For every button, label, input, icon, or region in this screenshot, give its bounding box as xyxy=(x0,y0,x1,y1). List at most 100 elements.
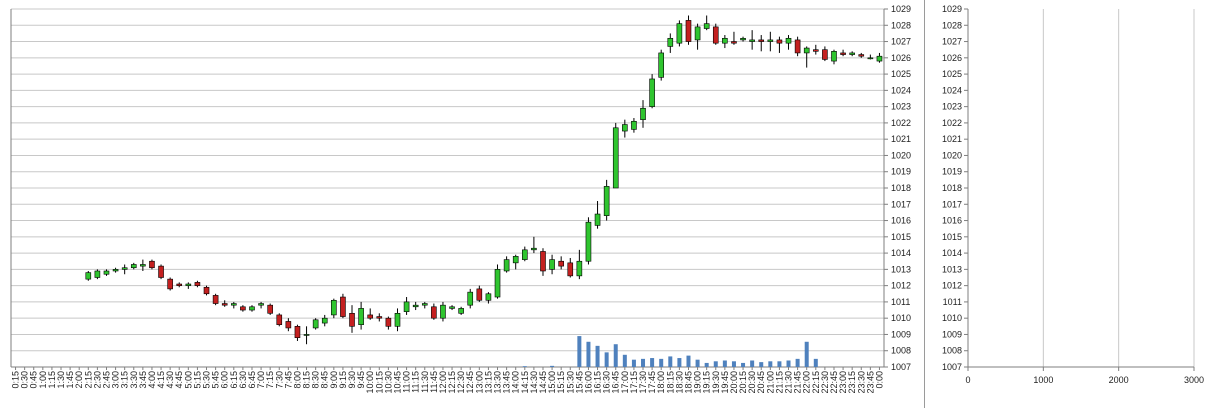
x-tick-label: 9:15 xyxy=(338,371,348,389)
candle-body-up xyxy=(94,270,101,278)
profile-y-tick-label: 1015 xyxy=(942,232,962,242)
candle-body-up xyxy=(722,37,728,44)
volume-bar xyxy=(641,358,646,367)
x-tick-label: 5:00 xyxy=(183,371,193,389)
x-tick-label: 9:45 xyxy=(356,371,366,389)
x-tick-label: 21:00 xyxy=(765,371,775,394)
candle-body-up xyxy=(594,213,601,226)
x-tick-label: 19:15 xyxy=(702,371,712,394)
x-tick-label: 1:45 xyxy=(65,371,75,389)
candle-body-up xyxy=(440,304,446,319)
x-tick-label: 1:15 xyxy=(47,371,57,389)
x-tick-label: 14:15 xyxy=(520,371,530,394)
x-tick-label: 14:00 xyxy=(511,371,521,394)
x-tick-label: 8:15 xyxy=(302,371,312,389)
x-tick-label: 10:00 xyxy=(365,371,375,394)
x-tick-label: 13:15 xyxy=(483,371,493,394)
candle-body-up xyxy=(494,269,501,298)
y-tick-label: 1007 xyxy=(891,362,911,372)
volume-bar xyxy=(686,355,691,367)
candle-body-up xyxy=(849,52,855,55)
x-tick-label: 17:00 xyxy=(620,371,630,394)
x-tick-label: 10:15 xyxy=(374,371,384,394)
candle-body-down xyxy=(558,260,564,267)
x-tick-label: 20:15 xyxy=(738,371,748,394)
x-tick-label: 14:45 xyxy=(538,371,548,394)
x-tick-label: 3:00 xyxy=(111,371,121,389)
x-tick-label: 3:30 xyxy=(129,371,139,389)
candle-body-up xyxy=(421,303,428,306)
candle-body-down xyxy=(376,316,383,319)
candle-body-down xyxy=(685,20,692,42)
y-tick-label: 1024 xyxy=(891,85,911,95)
y-tick-label: 1014 xyxy=(891,248,911,258)
x-tick-label: 8:45 xyxy=(320,371,330,389)
volume-bar xyxy=(741,362,746,367)
profile-y-tick-label: 1021 xyxy=(942,134,962,144)
x-tick-label: 21:45 xyxy=(793,371,803,394)
candle-body-down xyxy=(840,52,846,55)
x-tick-label: 1:30 xyxy=(56,371,66,389)
x-tick-label: 1:00 xyxy=(38,371,48,389)
x-tick-label: 15:00 xyxy=(547,371,557,394)
volume-bar xyxy=(795,358,800,367)
candle-body-down xyxy=(212,295,219,304)
candle-body-up xyxy=(767,39,774,42)
x-tick-label: 13:45 xyxy=(502,371,512,394)
x-tick-label: 7:00 xyxy=(256,371,266,389)
x-tick-label: 23:30 xyxy=(856,371,866,394)
candle-body-up xyxy=(312,319,319,329)
candle-body-up xyxy=(876,55,883,62)
volume-bar xyxy=(759,362,764,367)
candle-body-up xyxy=(331,299,337,316)
x-tick-label: 14:30 xyxy=(529,371,539,394)
candle-body-up xyxy=(521,249,528,260)
x-tick-label: 18:15 xyxy=(665,371,675,394)
candle-body-up xyxy=(140,264,146,267)
volume-bar xyxy=(522,366,527,367)
candle-body-up xyxy=(358,308,364,325)
x-tick-label: 23:15 xyxy=(847,371,857,394)
x-tick-label: 13:30 xyxy=(493,371,503,394)
candle-body-up xyxy=(249,306,255,311)
candle-body-down xyxy=(158,265,164,278)
x-tick-label: 0:00 xyxy=(874,371,884,389)
candle-body-down xyxy=(221,303,228,306)
candle-body-up xyxy=(658,52,665,78)
volume-bar xyxy=(713,361,718,367)
x-tick-label: 6:45 xyxy=(247,371,257,389)
volume-bar xyxy=(777,361,782,367)
candle-body-up xyxy=(803,47,810,54)
candle-body-down xyxy=(812,49,819,52)
candle-body-down xyxy=(167,278,173,290)
candle-body-up xyxy=(112,269,119,272)
y-tick-label: 1016 xyxy=(891,216,911,226)
candle-body-down xyxy=(431,306,437,319)
profile-y-tick-label: 1029 xyxy=(942,4,962,14)
profile-x-tick-label: 1000 xyxy=(1033,375,1053,385)
y-tick-label: 1026 xyxy=(891,53,911,63)
candle-body-up xyxy=(103,270,110,275)
x-tick-label: 22:15 xyxy=(811,371,821,394)
candle-body-up xyxy=(412,304,419,308)
volume-bar xyxy=(768,361,773,367)
y-tick-label: 1011 xyxy=(891,297,910,307)
candle-body-up xyxy=(449,306,455,309)
candle-body-up xyxy=(694,26,701,41)
x-tick-label: 21:15 xyxy=(774,371,784,394)
candle-body-down xyxy=(176,283,183,286)
x-tick-label: 18:45 xyxy=(683,371,693,394)
x-tick-label: 15:45 xyxy=(574,371,584,394)
profile-y-tick-label: 1017 xyxy=(942,199,962,209)
y-tick-label: 1022 xyxy=(891,118,911,128)
x-tick-label: 20:30 xyxy=(747,371,757,394)
candle-body-up xyxy=(394,312,401,327)
x-tick-label: 7:15 xyxy=(265,371,275,389)
profile-y-tick-label: 1019 xyxy=(942,167,962,177)
x-tick-label: 23:45 xyxy=(865,371,875,394)
candle-body-up xyxy=(703,23,710,29)
volume-bar xyxy=(550,365,555,367)
y-tick-label: 1021 xyxy=(891,134,911,144)
candle-body-up xyxy=(258,303,264,306)
volume-bar xyxy=(595,345,600,367)
